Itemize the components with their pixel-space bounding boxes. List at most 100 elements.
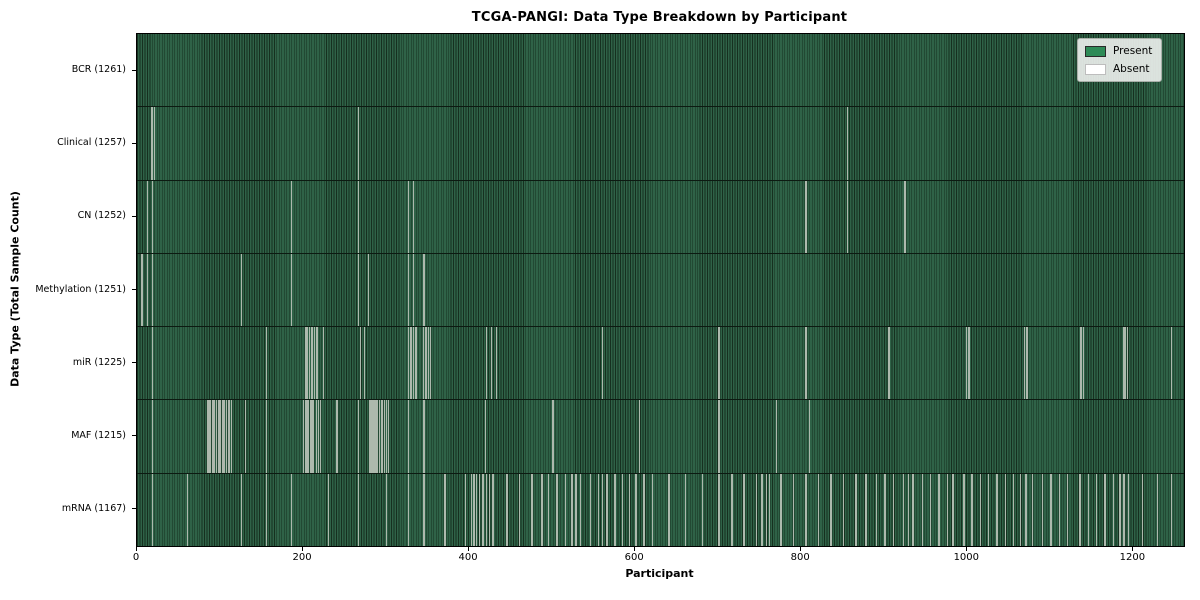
- absent-stripe: [315, 400, 317, 473]
- absent-stripe: [230, 400, 233, 473]
- rows-container: [137, 34, 1184, 546]
- absent-stripe: [1023, 327, 1026, 400]
- absent-stripe: [743, 473, 745, 546]
- absent-stripe: [422, 327, 424, 400]
- datatype-row-bcr: [137, 34, 1184, 107]
- absent-stripe: [423, 400, 425, 473]
- absent-stripe: [571, 473, 573, 546]
- absent-stripe: [765, 473, 767, 546]
- absent-stripe: [225, 400, 228, 473]
- absent-stripe: [383, 400, 385, 473]
- absent-stripe: [1170, 327, 1173, 400]
- absent-stripe: [407, 400, 410, 473]
- absent-stripe: [423, 473, 425, 546]
- absent-stripe: [336, 400, 338, 473]
- absent-stripe: [240, 473, 243, 546]
- absent-stripe: [371, 400, 373, 473]
- absent-stripe: [1050, 473, 1052, 546]
- absent-stripe: [153, 107, 155, 180]
- absent-stripe: [1126, 327, 1129, 400]
- absent-stripe: [731, 473, 733, 546]
- absent-stripe: [761, 473, 763, 546]
- absent-stripe: [357, 400, 360, 473]
- absent-stripe: [151, 400, 154, 473]
- legend: Present Absent: [1077, 38, 1163, 82]
- absent-stripe: [423, 253, 425, 327]
- x-axis-label: Participant: [625, 567, 694, 580]
- datatype-row-mrna: [137, 472, 1184, 546]
- absent-stripe: [490, 327, 493, 400]
- absent-stripe: [651, 473, 654, 546]
- absent-stripe: [846, 107, 849, 180]
- absent-stripe: [556, 473, 558, 546]
- x-tick-mark: [468, 547, 470, 551]
- datatype-row-cn: [137, 179, 1184, 253]
- absent-stripe: [308, 327, 311, 400]
- x-tick-label: 400: [458, 552, 478, 563]
- legend-item-present: Present: [1085, 45, 1152, 57]
- absent-stripe: [1082, 327, 1085, 400]
- absent-stripe: [290, 253, 292, 327]
- absent-stripe: [265, 327, 268, 400]
- absent-stripe: [904, 180, 906, 253]
- y-tick-mark: [132, 142, 136, 144]
- absent-stripe: [306, 400, 308, 473]
- absent-stripe: [971, 473, 973, 546]
- y-tick-mark: [132, 362, 136, 364]
- absent-stripe: [912, 473, 914, 546]
- absent-stripe: [374, 400, 376, 473]
- absent-stripe: [718, 473, 720, 546]
- absent-stripe: [479, 473, 481, 546]
- absent-stripe: [430, 327, 432, 400]
- absent-stripe: [1012, 473, 1015, 546]
- absent-stripe: [219, 400, 221, 473]
- absent-stripe: [1104, 473, 1106, 546]
- y-tick-label: Clinical (1257): [57, 137, 126, 149]
- x-tick-mark: [1132, 547, 1134, 551]
- absent-stripe: [141, 253, 143, 327]
- absent-stripe: [146, 253, 149, 327]
- absent-stripe: [151, 180, 154, 253]
- absent-stripe: [1141, 473, 1144, 546]
- absent-stripe: [464, 473, 467, 546]
- absent-stripe: [1026, 327, 1028, 400]
- absent-stripe: [875, 473, 878, 546]
- absent-stripe: [1123, 473, 1125, 546]
- absent-stripe: [606, 473, 608, 546]
- absent-stripe: [1127, 473, 1129, 546]
- absent-stripe: [470, 473, 473, 546]
- absent-stripe: [921, 473, 924, 546]
- y-tick-label: BCR (1261): [71, 64, 126, 76]
- absent-stripe: [718, 400, 720, 473]
- x-tick-mark: [800, 547, 802, 551]
- x-tick-label: 200: [292, 552, 312, 563]
- absent-stripe: [638, 400, 640, 473]
- absent-stripe: [290, 473, 292, 546]
- absent-stripe: [830, 473, 832, 546]
- absent-stripe: [407, 327, 410, 400]
- absent-stripe: [265, 400, 268, 473]
- absent-stripe: [684, 473, 687, 546]
- legend-present-swatch: [1085, 45, 1106, 57]
- y-tick-label: miR (1225): [72, 356, 126, 368]
- absent-stripe: [367, 253, 370, 327]
- absent-stripe: [601, 473, 604, 546]
- x-tick-label: 1000: [953, 552, 980, 563]
- absent-stripe: [475, 473, 478, 546]
- absent-stripe: [1119, 473, 1121, 546]
- absent-stripe: [597, 473, 600, 546]
- absent-stripe: [668, 473, 670, 546]
- absent-stripe: [322, 327, 325, 400]
- absent-stripe: [489, 473, 491, 546]
- absent-stripe: [775, 400, 777, 473]
- x-tick-label: 1200: [1119, 552, 1146, 563]
- absent-stripe: [888, 327, 890, 400]
- absent-stripe: [211, 400, 214, 473]
- absent-stripe: [805, 473, 807, 546]
- absent-stripe: [579, 473, 581, 546]
- absent-stripe: [548, 473, 550, 546]
- absent-stripe: [327, 473, 330, 546]
- absent-stripe: [386, 400, 388, 473]
- absent-stripe: [564, 473, 566, 546]
- absent-stripe: [701, 473, 703, 546]
